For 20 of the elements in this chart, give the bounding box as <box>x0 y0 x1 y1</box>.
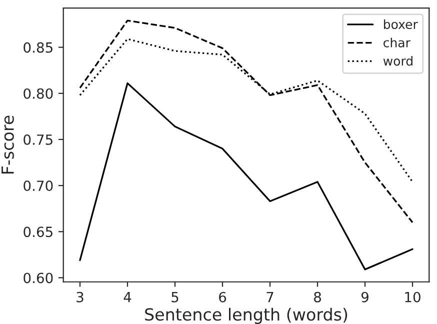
x-axis-title: Sentence length (words) <box>145 308 348 324</box>
y-tick-label: 0.80 <box>24 88 53 99</box>
y-tick-label: 0.85 <box>24 42 52 53</box>
x-tick-label: 9 <box>361 292 368 302</box>
y-axis-title: F-score <box>2 116 14 174</box>
x-tick-label: 5 <box>172 292 178 302</box>
line-series <box>79 82 414 270</box>
y-tick-label: 0.70 <box>24 180 53 192</box>
x-tick-label: 8 <box>314 292 321 302</box>
x-tick-label: 7 <box>266 292 274 302</box>
x-tick-label: 4 <box>124 292 132 302</box>
x-tick-label: 10 <box>405 292 420 302</box>
y-tick-label: 0.60 <box>24 272 53 284</box>
y-tick-label: 0.65 <box>24 226 52 238</box>
legend-label: word <box>383 56 412 66</box>
y-tick-label: 0.75 <box>24 134 52 145</box>
x-tick-label: 3 <box>76 292 84 302</box>
legend-label: boxer <box>384 19 418 30</box>
legend-label: char <box>384 38 410 48</box>
x-tick-label: 6 <box>219 292 226 302</box>
